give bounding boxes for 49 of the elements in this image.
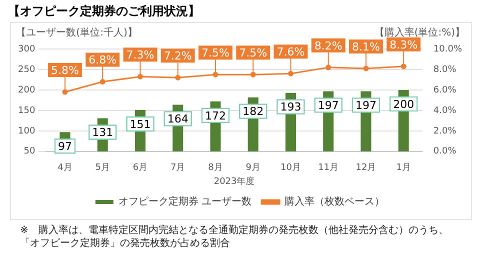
- y2-tick-label: 6.0%: [433, 85, 457, 96]
- data-label: 7.2%: [164, 50, 192, 63]
- data-label: 7.5%: [239, 46, 268, 60]
- y-tick-label: 100: [18, 126, 36, 136]
- y-tick-label: 200: [18, 85, 36, 96]
- legend-label: 購入率（枚数ベース）: [284, 196, 385, 208]
- x-tick-label: 7月: [170, 163, 186, 174]
- data-label: 7.6%: [276, 45, 305, 58]
- data-label: 5.8%: [51, 64, 79, 77]
- x-tick-label: 11月: [318, 163, 339, 174]
- y2-tick-label: 0.0%: [433, 146, 457, 157]
- data-label: 151: [130, 118, 151, 131]
- y-tick-label: 150: [18, 106, 36, 116]
- y2-tick-label: 10.0%: [433, 44, 462, 54]
- x-tick-label: 1月: [396, 163, 411, 174]
- data-label: 182: [242, 105, 264, 118]
- data-label: 197: [318, 99, 339, 112]
- data-label: 7.5%: [202, 46, 230, 60]
- x-tick-label: 8月: [208, 163, 223, 174]
- x-tick-label: 10月: [280, 163, 301, 174]
- data-label: 8.1%: [352, 40, 380, 54]
- x-tick-label: 9月: [246, 163, 260, 174]
- y-tick-label: 300: [18, 44, 36, 54]
- text: ※ 購入率は、電車特定区間内完結となる全通勤定期券の発売枚数（他社発売分含む）のうち、「オフピーク定期券」の発売枚数が占める割合: [20, 224, 450, 250]
- data-label: 164: [167, 112, 188, 126]
- x-axis-title: 2023年度: [214, 176, 255, 187]
- data-label: 197: [355, 99, 376, 112]
- data-label: 200: [393, 98, 414, 111]
- y2-axis-title: 【購入率(単位:%)】: [374, 26, 465, 39]
- chart-title: 【オフピーク定期券のご利用状況】: [8, 3, 200, 20]
- data-label: 172: [204, 109, 226, 122]
- y2-tick-label: 2.0%: [433, 126, 457, 136]
- data-label: 97: [58, 140, 72, 154]
- y-tick-label: 50: [24, 146, 36, 157]
- data-label: 8.3%: [390, 38, 418, 52]
- x-tick-label: 6月: [132, 163, 148, 174]
- data-label: 193: [280, 100, 302, 114]
- x-tick-label: 12月: [356, 163, 376, 174]
- y-tick-label: 250: [18, 64, 36, 75]
- x-tick-label: 4月: [58, 163, 72, 174]
- data-label: 8.2%: [314, 39, 342, 52]
- legend-label: オフピーク定期券 ユーザー数: [118, 196, 252, 208]
- y2-tick-label: 4.0%: [433, 106, 457, 116]
- x-tick-label: 5月: [95, 163, 110, 174]
- y-axis-title: 【ユーザー数(単位:千人)】: [16, 26, 138, 39]
- data-label: 6.8%: [88, 54, 117, 67]
- data-label: 131: [92, 126, 114, 140]
- data-label: 7.3%: [126, 48, 154, 62]
- y2-tick-label: 8.0%: [433, 64, 457, 75]
